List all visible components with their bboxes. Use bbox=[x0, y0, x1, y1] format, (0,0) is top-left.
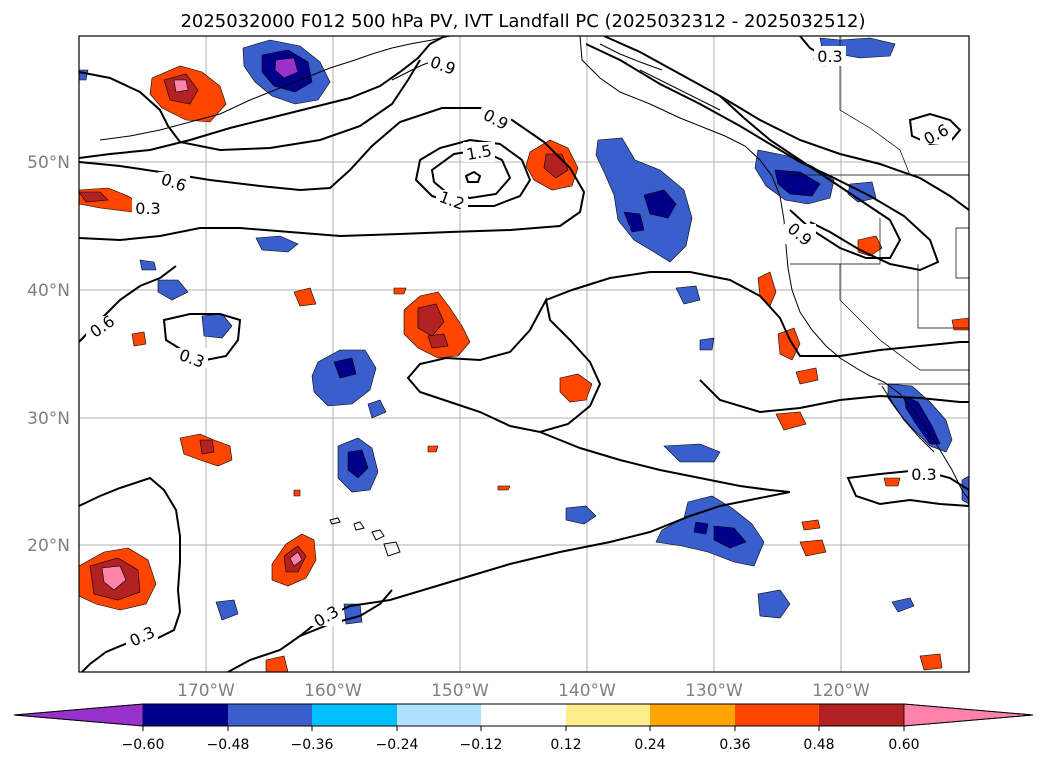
contour-label: 0.3 bbox=[135, 199, 160, 218]
contour-0.6-loop bbox=[79, 107, 586, 242]
gridlines bbox=[79, 36, 969, 672]
contour-0.3-north bbox=[79, 36, 446, 159]
colorbar-ticks bbox=[142, 726, 905, 731]
lat-label: 30°N bbox=[27, 409, 70, 429]
colorbar-segment-7 bbox=[650, 704, 735, 726]
colorbar: −0.60 −0.48 −0.36 −0.24 −0.12 0.12 0.24 … bbox=[13, 703, 1034, 753]
latitude-labels: 50°N 40°N 30°N 20°N bbox=[27, 153, 70, 556]
lon-label: 140°W bbox=[558, 681, 616, 701]
colorbar-segment-4 bbox=[397, 704, 481, 726]
north-america-coast bbox=[579, 36, 969, 501]
longitude-labels: 170°W 160°W 150°W 140°W 130°W 120°W bbox=[177, 681, 870, 701]
colorbar-segment-6 bbox=[566, 704, 650, 726]
colorbar-tick-label: 0.36 bbox=[719, 737, 750, 753]
political-boundaries bbox=[788, 36, 969, 385]
lat-label: 40°N bbox=[27, 281, 70, 301]
colorbar-segment-5 bbox=[481, 704, 566, 726]
contour-labels: 0.9 0.9 1.5 1.2 0.6 0.3 0.6 0.3 0.3 0.3 … bbox=[86, 46, 952, 650]
contour-0.3-baja-loop bbox=[846, 468, 969, 508]
hawaii-islands bbox=[329, 517, 401, 557]
colorbar-segment-9 bbox=[819, 704, 904, 726]
lon-label: 170°W bbox=[177, 681, 235, 701]
colorbar-tick-label: −0.36 bbox=[291, 737, 334, 753]
contour-0.3-loop bbox=[162, 313, 242, 362]
map-panel: 0.9 0.9 1.5 1.2 0.6 0.3 0.6 0.3 0.3 0.3 … bbox=[79, 36, 969, 672]
contour-0.6-north bbox=[79, 59, 421, 152]
colorbar-tick-label: −0.60 bbox=[122, 737, 165, 753]
lon-label: 130°W bbox=[685, 681, 743, 701]
colorbar-segment-0 bbox=[13, 703, 144, 727]
pv-blob-subtropical bbox=[655, 495, 765, 567]
colorbar-tick-label: 0.24 bbox=[634, 737, 665, 753]
colorbar-segment-8 bbox=[735, 704, 819, 726]
colorbar-tick-label: −0.12 bbox=[460, 737, 503, 753]
contour-label: 0.3 bbox=[817, 47, 842, 66]
contour-1.5 bbox=[464, 170, 482, 183]
map-frame bbox=[78, 35, 970, 673]
colorbar-tick-label: 0.48 bbox=[803, 737, 834, 753]
pv-blob-north-pacific bbox=[595, 137, 693, 263]
negative-pv-shading bbox=[79, 37, 969, 625]
colorbar-segment-10 bbox=[903, 703, 1034, 727]
pv-blob-central-pacific bbox=[311, 349, 377, 407]
colorbar-segment-1 bbox=[143, 704, 228, 726]
lat-label: 20°N bbox=[27, 536, 70, 556]
contour-0.9-east bbox=[719, 95, 902, 259]
colorbar-tick-label: 0.60 bbox=[888, 737, 919, 753]
contour-label: 1.5 bbox=[465, 141, 493, 164]
contour-0.3-large bbox=[545, 271, 969, 357]
lon-label: 160°W bbox=[304, 681, 362, 701]
lat-label: 50°N bbox=[27, 153, 70, 173]
colorbar-tick-label: −0.48 bbox=[207, 737, 250, 753]
contour-0.3-east bbox=[603, 36, 969, 211]
colorbar-tick-label: 0.12 bbox=[550, 737, 581, 753]
contour-label: 0.3 bbox=[911, 465, 936, 484]
colorbar-segment-3 bbox=[312, 704, 397, 726]
ivt-contours bbox=[79, 36, 969, 672]
contour-0.9-north bbox=[414, 138, 532, 207]
contour-0.3-south bbox=[79, 476, 182, 672]
contour-0.6-east bbox=[585, 43, 940, 272]
map-title: 2025032000 F012 500 hPa PV, IVT Landfall… bbox=[180, 11, 865, 32]
colorbar-segment-2 bbox=[228, 704, 312, 726]
colorbar-tick-label: −0.24 bbox=[376, 737, 419, 753]
lon-label: 150°W bbox=[431, 681, 489, 701]
positive-pv-shading bbox=[79, 65, 969, 672]
lon-label: 120°W bbox=[812, 681, 870, 701]
